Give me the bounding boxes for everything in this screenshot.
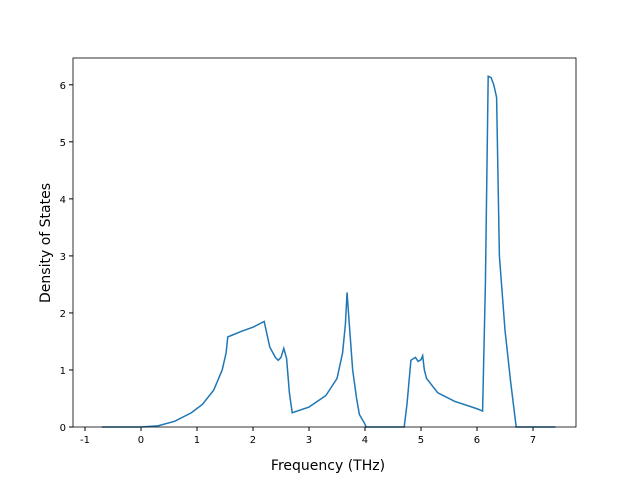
line-series xyxy=(101,75,556,428)
x-tick-label: 2 xyxy=(250,435,256,446)
y-tick-label: 4 xyxy=(60,195,66,206)
y-tick-label: 5 xyxy=(60,138,66,149)
x-tick-label: -1 xyxy=(80,435,90,446)
y-tick-label: 0 xyxy=(60,423,66,434)
x-tick-label: 3 xyxy=(306,435,312,446)
x-tick-label: 4 xyxy=(362,435,368,446)
x-tick-label: 7 xyxy=(530,435,536,446)
y-tick-label: 3 xyxy=(60,252,66,263)
x-tick-label: 1 xyxy=(194,435,200,446)
x-axis-label: Frequency (THz) xyxy=(271,458,385,474)
x-tick-label: 0 xyxy=(138,435,144,446)
y-tick-label: 2 xyxy=(60,309,66,320)
plot-frame xyxy=(72,57,577,428)
y-tick-label: 6 xyxy=(60,81,66,92)
y-tick-label: 1 xyxy=(60,366,66,377)
x-tick-label: 6 xyxy=(474,435,480,446)
y-axis-label: Density of States xyxy=(38,183,54,303)
x-tick-label: 5 xyxy=(418,435,424,446)
